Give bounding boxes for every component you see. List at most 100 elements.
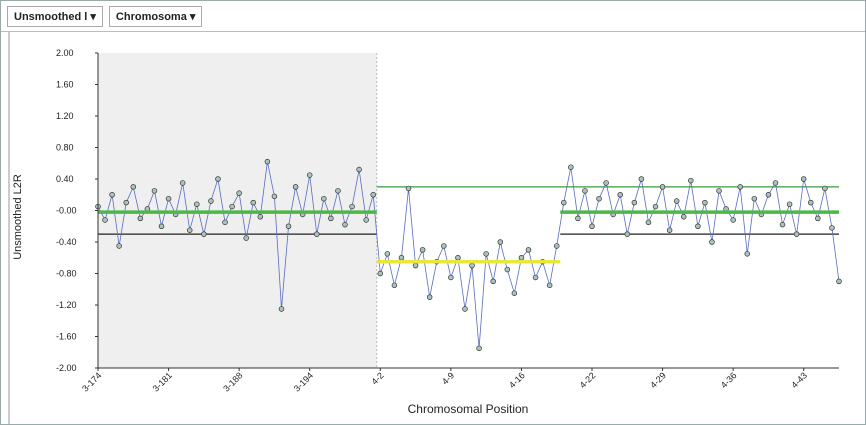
data-point: [130, 184, 137, 190]
data-point: [772, 180, 779, 186]
x-axis-label: Chromosomal Position: [408, 402, 529, 416]
data-point: [158, 223, 165, 230]
data-point: [652, 203, 659, 210]
data-point: [165, 195, 172, 202]
data-point: [568, 164, 574, 170]
data-point: [342, 221, 348, 228]
data-point: [688, 177, 694, 184]
data-point: [151, 188, 158, 194]
data-point: [222, 219, 228, 226]
data-point: [201, 231, 207, 237]
data-point: [483, 251, 489, 257]
x-tick-label: 4-43: [789, 370, 809, 390]
data-point: [525, 247, 532, 253]
x-tick-label: 4-29: [648, 370, 668, 390]
y-tick-label: -0.40: [56, 237, 77, 247]
x-tick-label: 3-188: [221, 370, 244, 393]
data-point: [836, 278, 842, 285]
data-point: [229, 203, 235, 210]
data-point: [285, 223, 292, 230]
data-point: [765, 192, 772, 198]
data-point: [186, 227, 193, 233]
data-point: [384, 251, 391, 257]
data-point: [815, 215, 821, 222]
data-point: [419, 247, 426, 253]
data-point: [596, 195, 602, 202]
data-point: [102, 217, 108, 223]
data-point: [659, 184, 666, 190]
data-point: [737, 184, 743, 190]
data-point: [448, 274, 454, 281]
data-point: [603, 180, 609, 186]
x-tick-label: 3-181: [151, 370, 174, 393]
data-point: [405, 185, 412, 192]
data-point: [822, 185, 828, 192]
data-point: [257, 214, 264, 220]
data-point: [377, 270, 384, 277]
data-point: [666, 227, 673, 233]
data-point: [391, 282, 398, 289]
toolbar: Unsmoothed l ▾ Chromosoma ▾: [1, 1, 865, 32]
data-point: [829, 225, 835, 231]
data-point: [314, 231, 320, 237]
data-point: [645, 219, 652, 226]
data-point: [744, 251, 751, 257]
chart: Unsmoothed L2R Chromosomal Position 2.00…: [8, 32, 842, 424]
data-point: [469, 262, 475, 269]
x-tick-label: 3-194: [292, 370, 315, 393]
data-point: [116, 243, 122, 249]
data-point: [370, 192, 376, 198]
data-point: [328, 215, 334, 222]
data-point: [215, 176, 221, 182]
data-point: [179, 180, 186, 186]
y-tick-label: 0.80: [56, 143, 74, 153]
data-point: [553, 243, 560, 249]
data-point: [808, 199, 814, 206]
data-point: [575, 215, 581, 222]
y-tick-label: 1.60: [56, 80, 74, 90]
data-point: [589, 223, 595, 230]
data-point: [412, 262, 419, 269]
x-tick-label: 4-22: [578, 370, 598, 390]
y-axis-label: Unsmoothed L2R: [12, 174, 24, 260]
data-point: [582, 188, 588, 194]
y-tick-label: 2.00: [56, 48, 74, 58]
data-point: [306, 172, 313, 178]
data-point: [455, 255, 461, 261]
x-tick-label: 3-174: [80, 370, 103, 393]
data-point: [631, 199, 638, 206]
data-point: [356, 166, 362, 173]
data-point: [243, 235, 249, 241]
data-point: [702, 199, 708, 206]
data-point: [497, 239, 504, 245]
data-point: [426, 294, 433, 300]
data-point: [349, 203, 355, 210]
x-tick-label: 4-16: [507, 370, 527, 390]
dropdown[interactable]: Chromosoma ▾: [108, 5, 203, 27]
data-point: [518, 255, 525, 261]
y-tick-label: 1.20: [56, 111, 74, 121]
data-point: [624, 231, 631, 237]
dropdown[interactable]: Unsmoothed l ▾: [7, 5, 103, 27]
data-point: [532, 274, 539, 281]
data-point: [441, 243, 447, 249]
x-tick-label: 4-2: [369, 370, 385, 386]
data-point: [793, 231, 800, 237]
data-point: [716, 188, 722, 194]
data-point: [751, 195, 758, 202]
data-point: [194, 201, 200, 207]
data-point: [638, 176, 645, 182]
data-point: [673, 198, 680, 204]
data-point: [476, 345, 482, 352]
data-point: [292, 184, 299, 190]
data-point: [250, 199, 257, 206]
data-point: [208, 198, 214, 204]
dropdown-label: Chromosoma: [115, 10, 187, 23]
data-point: [561, 199, 567, 206]
x-tick-label: 4-9: [440, 370, 456, 386]
y-tick-label: -2.00: [56, 363, 77, 373]
data-point: [546, 282, 553, 289]
data-point: [264, 158, 271, 165]
data-point: [511, 290, 518, 296]
